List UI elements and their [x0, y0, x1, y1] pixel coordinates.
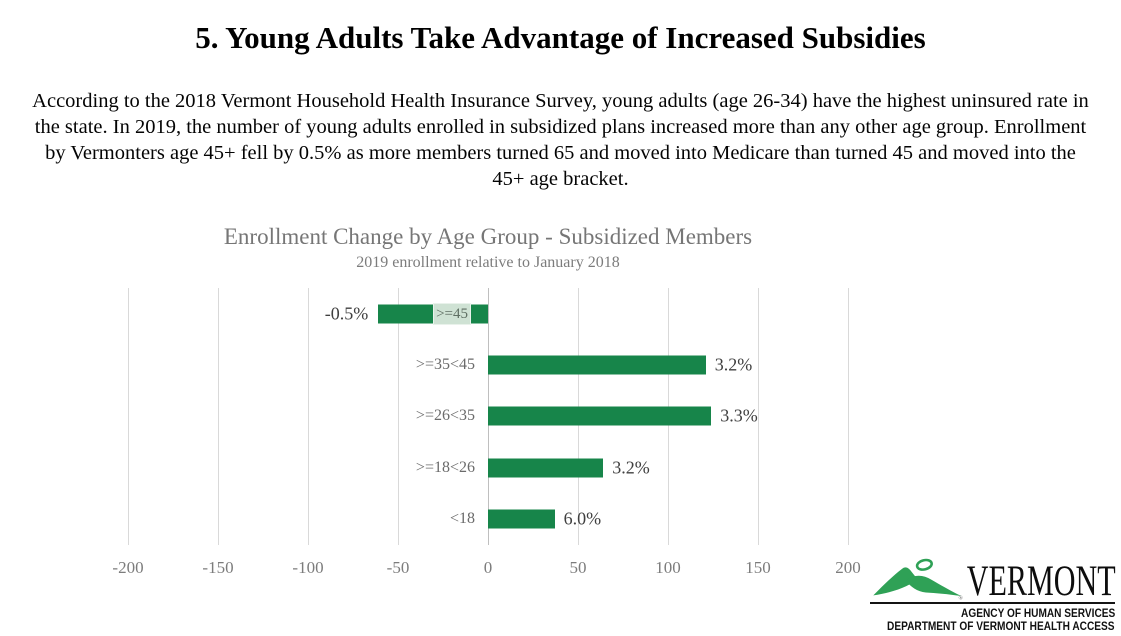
x-tick-label: 100 [655, 558, 681, 577]
category-label: >=18<26 [415, 458, 475, 476]
bar-row: >=18<26 3.2% [128, 442, 848, 493]
bar-row: >=35<45 3.2% [128, 339, 848, 390]
category-label: >=35<45 [415, 356, 475, 374]
bar-row: <18 6.0% [128, 494, 848, 545]
logo-divider [870, 602, 1115, 604]
x-tick-label: 50 [569, 558, 587, 577]
vermont-logo: ® VERMONT AGENCY OF HUMAN SERVICES DEPAR… [868, 552, 1118, 634]
x-tick-label: 200 [835, 558, 861, 577]
x-tick-label: 0 [483, 558, 493, 577]
gridline [398, 288, 399, 545]
gridline [128, 288, 129, 545]
gridline [758, 288, 759, 545]
bar-row: >=26<35 3.3% [128, 391, 848, 442]
x-tick-label: -150 [202, 558, 234, 577]
x-tick-label: -200 [112, 558, 144, 577]
data-label: 3.3% [720, 405, 758, 426]
gridline [308, 288, 309, 545]
registered-mark: ® [958, 595, 963, 601]
intro-paragraph: According to the 2018 Vermont Household … [32, 90, 1089, 190]
bar [488, 509, 555, 529]
data-label: -0.5% [324, 303, 369, 324]
page-title: 5. Young Adults Take Advantage of Increa… [195, 20, 926, 55]
chart-title: Enrollment Change by Age Group - Subsidi… [223, 224, 753, 249]
plot-area: >=45 -0.5% >=35<45 3.2% >=26<35 3.3% >=18<26 3.… [128, 288, 849, 545]
gridline [218, 288, 219, 545]
logo-agency-line: AGENCY OF HUMAN SERVICES [960, 608, 1115, 620]
data-label: 3.2% [714, 354, 753, 375]
x-tick-label: -100 [292, 558, 324, 577]
category-label: >=26<35 [415, 407, 475, 425]
mountain-icon: ® [873, 558, 963, 601]
data-label: 6.0% [563, 508, 602, 529]
logo-department-line: DEPARTMENT OF VERMONT HEALTH ACCESS [887, 621, 1115, 633]
x-tick-label: -50 [386, 558, 410, 577]
data-label: 3.2% [612, 457, 650, 478]
x-axis-ticks: -200 -150 -100 -50 0 50 100 150 200 [112, 558, 860, 578]
bar [488, 355, 706, 375]
category-label-box: >=45 [433, 302, 471, 325]
logo-wordmark: VERMONT [967, 558, 1116, 605]
bar-row: >=45 -0.5% [128, 288, 848, 339]
bar [488, 406, 712, 426]
x-tick-label: 150 [745, 558, 771, 577]
bar [488, 458, 604, 478]
gridline [848, 288, 849, 545]
chart-subtitle: 2019 enrollment relative to January 2018 [356, 254, 620, 271]
category-label: <18 [449, 510, 475, 528]
